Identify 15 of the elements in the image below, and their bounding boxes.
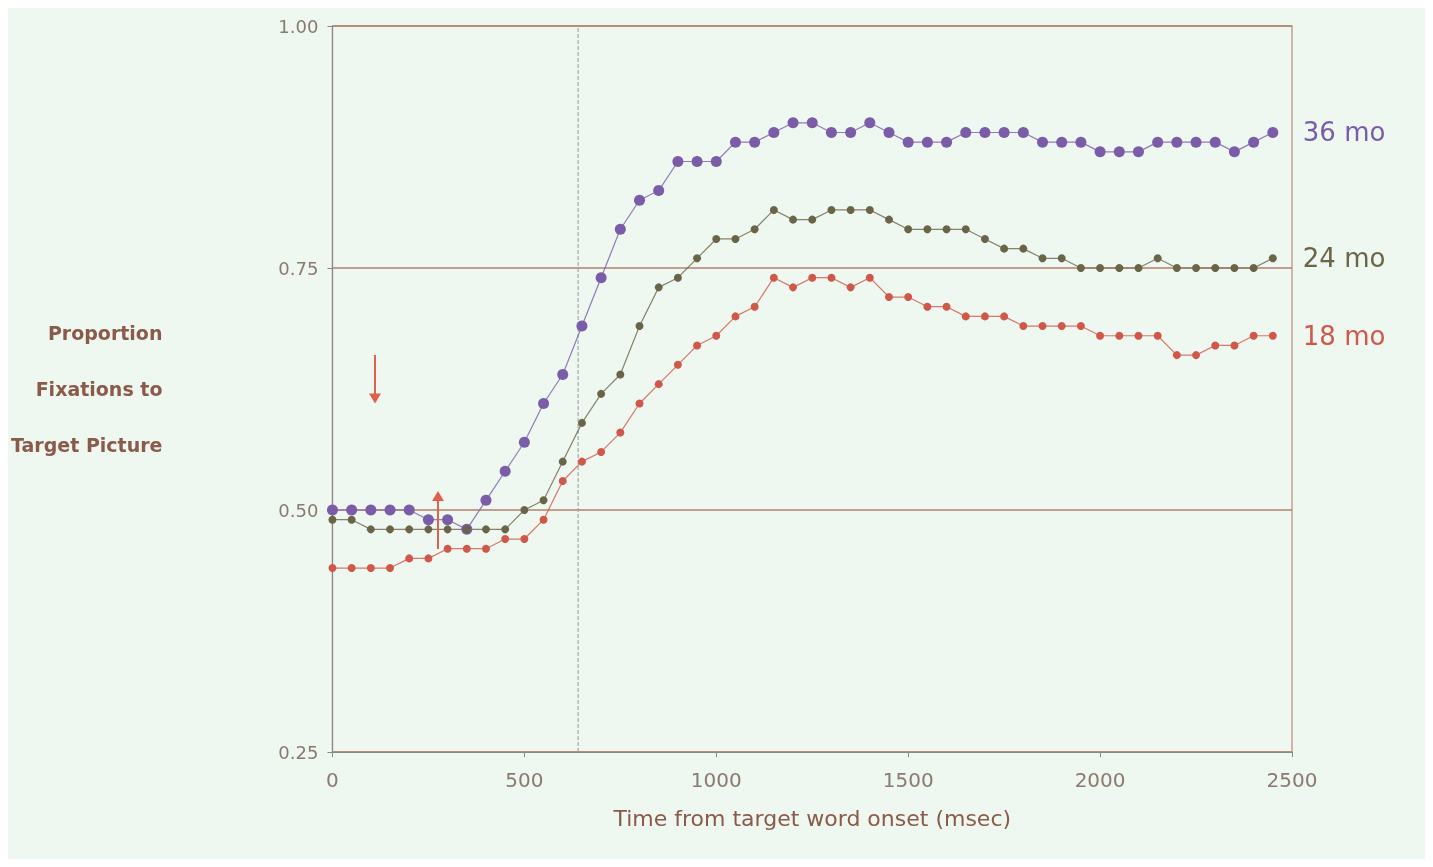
text: Proportion Fixations to Target Picture [11, 322, 163, 456]
x-tick-label: 1000 [690, 768, 742, 792]
x-tick-label: 1500 [882, 768, 934, 792]
x-tick-label: 2000 [1074, 768, 1126, 792]
y-tick-label: 1.00 [278, 15, 319, 37]
y-tick-label: 0.25 [278, 741, 319, 763]
y-tick-label: 0.75 [278, 257, 319, 279]
series-label: 36 mo [1302, 117, 1386, 148]
x-tick-label: 2500 [1266, 768, 1318, 792]
x-tick-label: 500 [505, 768, 544, 792]
x-tick-label: 0 [326, 768, 339, 792]
series-label: 24 mo [1302, 243, 1386, 274]
x-axis-title: Time from target word onset (msec) [612, 805, 1012, 831]
series-label: 18 mo [1302, 320, 1386, 351]
y-tick-label: 0.50 [278, 499, 319, 521]
